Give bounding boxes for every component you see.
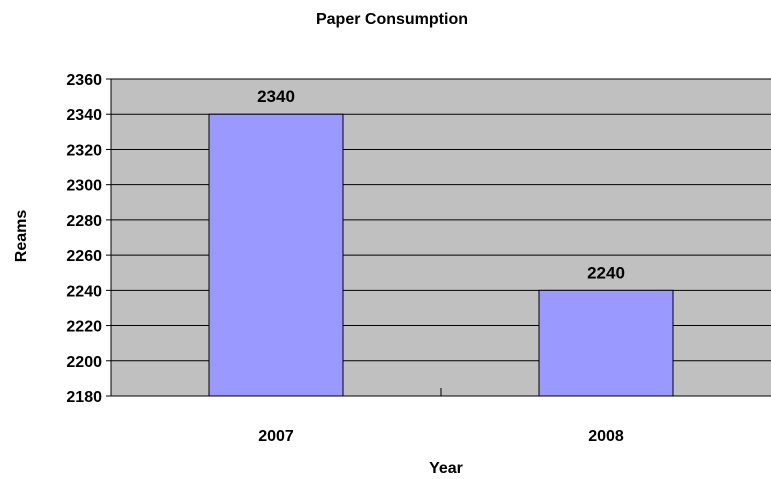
y-tick-label: 2220 — [66, 319, 102, 336]
y-tick-label: 2260 — [66, 248, 102, 265]
bar-2007 — [208, 113, 344, 397]
y-axis-ticks: 2180 2200 2220 2240 2260 2280 2300 2320 2340 2360 — [66, 72, 111, 406]
y-tick-label: 2300 — [66, 178, 102, 195]
y-axis-label: Reams — [13, 210, 30, 263]
data-label: 2340 — [257, 87, 295, 106]
chart-title: Paper Consumption — [316, 11, 468, 28]
x-axis-categories: 2007 2008 — [258, 388, 624, 445]
y-tick-label: 2320 — [66, 142, 102, 159]
bars — [208, 113, 674, 397]
x-axis-label: Year — [429, 460, 463, 477]
data-labels: 2340 2240 — [257, 87, 625, 282]
x-category-label: 2007 — [258, 428, 294, 445]
y-tick-label: 2360 — [66, 72, 102, 89]
y-tick-label: 2180 — [66, 389, 102, 406]
bar-2008 — [538, 289, 674, 397]
y-tick-label: 2200 — [66, 354, 102, 371]
x-category-label: 2008 — [588, 428, 624, 445]
y-tick-label: 2280 — [66, 213, 102, 230]
y-tick-label: 2340 — [66, 107, 102, 124]
data-label: 2240 — [587, 263, 625, 282]
y-tick-label: 2240 — [66, 283, 102, 300]
